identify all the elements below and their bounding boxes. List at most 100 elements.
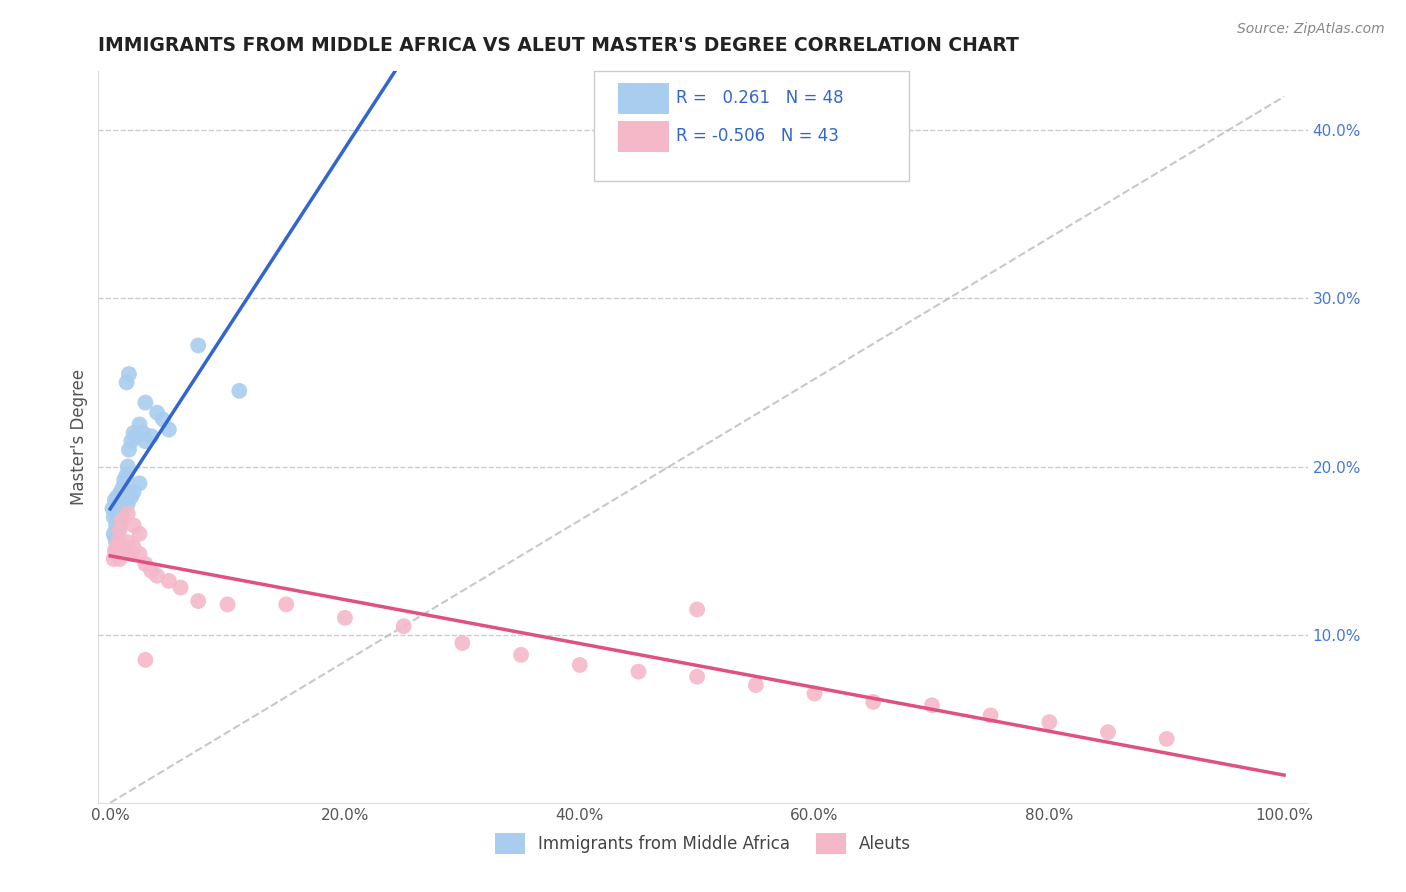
Point — [276, 598, 298, 612]
Point — [107, 513, 129, 527]
Point — [128, 547, 150, 561]
Point — [108, 524, 131, 538]
Point — [141, 564, 163, 578]
Point — [451, 636, 474, 650]
Point — [112, 493, 135, 508]
Point — [118, 367, 141, 381]
Point — [122, 518, 145, 533]
Point — [105, 547, 128, 561]
Point — [152, 412, 174, 426]
Text: R =   0.261   N = 48: R = 0.261 N = 48 — [676, 89, 844, 107]
Point — [1097, 725, 1119, 739]
Point — [157, 574, 180, 588]
Point — [110, 543, 132, 558]
Point — [114, 484, 136, 499]
Point — [103, 526, 125, 541]
Point — [117, 496, 139, 510]
Point — [115, 376, 138, 390]
Point — [107, 501, 129, 516]
Point — [169, 581, 191, 595]
Point — [111, 507, 134, 521]
Text: R = -0.506   N = 43: R = -0.506 N = 43 — [676, 128, 839, 145]
Point — [111, 496, 134, 510]
Point — [112, 473, 135, 487]
Point — [107, 535, 129, 549]
FancyBboxPatch shape — [619, 83, 669, 114]
Point — [686, 602, 709, 616]
Point — [105, 507, 128, 521]
Point — [105, 490, 128, 504]
Point — [108, 505, 131, 519]
Point — [217, 598, 239, 612]
Point — [111, 501, 134, 516]
Point — [104, 530, 127, 544]
Point — [112, 540, 135, 554]
Point — [128, 526, 150, 541]
Point — [187, 338, 209, 352]
Point — [125, 429, 148, 443]
Point — [134, 434, 156, 449]
Point — [120, 490, 142, 504]
Point — [803, 686, 825, 700]
Point — [134, 395, 156, 409]
Point — [101, 501, 124, 516]
Point — [108, 518, 131, 533]
Point — [333, 611, 356, 625]
Point — [112, 480, 135, 494]
Point — [105, 540, 128, 554]
Point — [104, 543, 127, 558]
Text: IMMIGRANTS FROM MIDDLE AFRICA VS ALEUT MASTER'S DEGREE CORRELATION CHART: IMMIGRANTS FROM MIDDLE AFRICA VS ALEUT M… — [98, 36, 1019, 54]
Legend: Immigrants from Middle Africa, Aleuts: Immigrants from Middle Africa, Aleuts — [488, 827, 918, 860]
Point — [146, 569, 169, 583]
Point — [117, 535, 139, 549]
Point — [104, 493, 127, 508]
Point — [108, 552, 131, 566]
Point — [122, 540, 145, 554]
FancyBboxPatch shape — [595, 71, 908, 181]
Point — [980, 708, 1002, 723]
Point — [187, 594, 209, 608]
Point — [105, 524, 128, 538]
Point — [115, 467, 138, 482]
Point — [568, 657, 591, 672]
Point — [132, 425, 155, 440]
Point — [110, 484, 132, 499]
Point — [921, 698, 943, 713]
Point — [146, 406, 169, 420]
Point — [111, 547, 134, 561]
Point — [108, 493, 131, 508]
Point — [107, 513, 129, 527]
Point — [1156, 731, 1178, 746]
Point — [134, 557, 156, 571]
Point — [105, 496, 128, 510]
Point — [117, 507, 139, 521]
Point — [392, 619, 415, 633]
Point — [118, 442, 141, 457]
Point — [105, 518, 128, 533]
Point — [1038, 715, 1060, 730]
Point — [103, 510, 125, 524]
Point — [122, 425, 145, 440]
Point — [862, 695, 884, 709]
Point — [117, 459, 139, 474]
Point — [122, 484, 145, 499]
Point — [103, 552, 125, 566]
Point — [686, 670, 709, 684]
Point — [111, 513, 134, 527]
Point — [745, 678, 768, 692]
Point — [128, 476, 150, 491]
Point — [120, 547, 142, 561]
Point — [228, 384, 250, 398]
Point — [110, 510, 132, 524]
Text: Source: ZipAtlas.com: Source: ZipAtlas.com — [1237, 22, 1385, 37]
FancyBboxPatch shape — [619, 121, 669, 152]
Point — [120, 434, 142, 449]
Point — [157, 423, 180, 437]
Point — [141, 429, 163, 443]
Point — [134, 653, 156, 667]
Point — [627, 665, 650, 679]
Y-axis label: Master's Degree: Master's Degree — [70, 369, 89, 505]
Point — [105, 535, 128, 549]
Point — [510, 648, 533, 662]
Point — [128, 417, 150, 432]
